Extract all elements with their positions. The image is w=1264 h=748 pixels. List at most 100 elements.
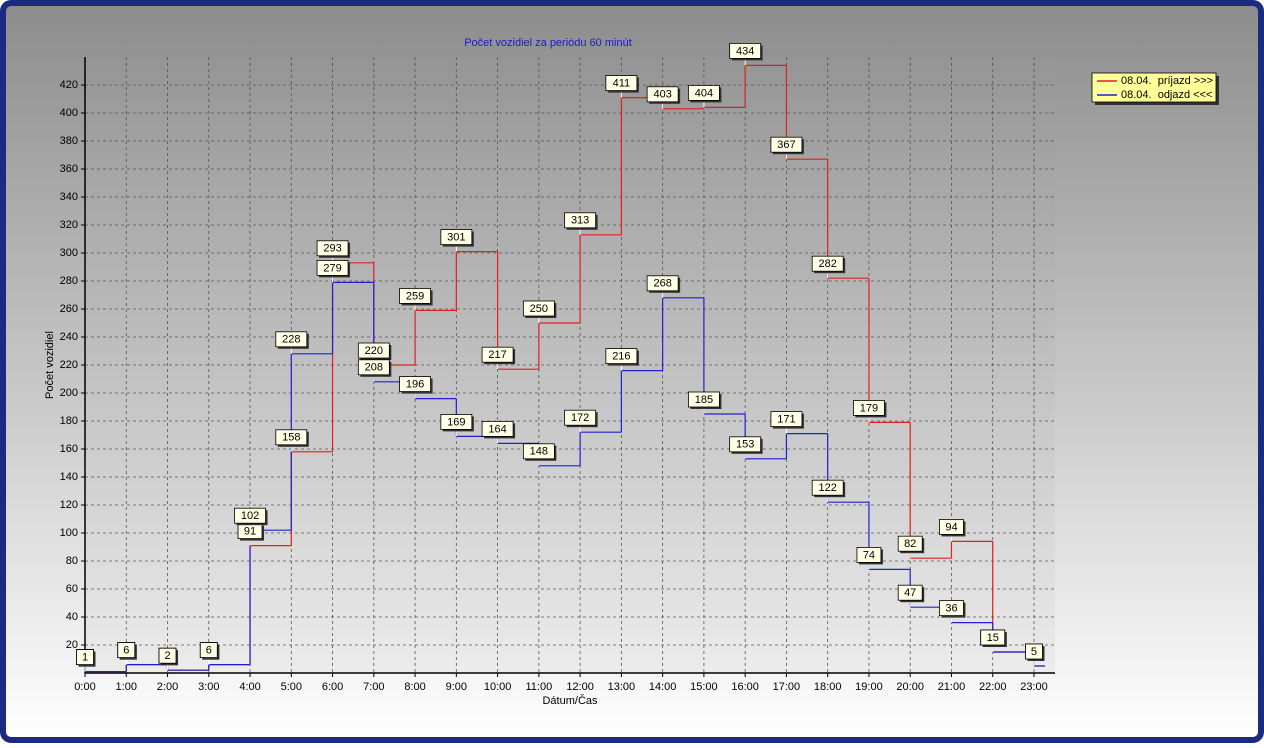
x-tick-label: 14:00 bbox=[649, 681, 677, 693]
label-box bbox=[1025, 643, 1043, 660]
label-box bbox=[939, 600, 964, 616]
x-tick-label: 18:00 bbox=[814, 681, 842, 693]
y-tick-label: 280 bbox=[60, 275, 78, 287]
x-tick-label: 1:00 bbox=[116, 681, 137, 693]
label-box bbox=[234, 507, 266, 524]
y-tick-label: 360 bbox=[60, 163, 78, 175]
data-label: 94 bbox=[945, 521, 957, 533]
data-label: 122 bbox=[819, 482, 837, 494]
label-box bbox=[605, 75, 638, 91]
y-tick-label: 140 bbox=[60, 471, 78, 483]
x-tick-label: 17:00 bbox=[773, 681, 801, 693]
x-tick-label: 7:00 bbox=[363, 681, 384, 693]
label-box bbox=[522, 300, 555, 317]
data-label: 282 bbox=[819, 258, 837, 270]
x-tick-label: 0:00 bbox=[74, 681, 95, 693]
label-box bbox=[399, 287, 431, 304]
label-box bbox=[897, 535, 923, 552]
label-box bbox=[357, 359, 390, 376]
y-tick-label: 160 bbox=[60, 443, 78, 455]
data-label: 196 bbox=[406, 379, 424, 391]
x-tick-label: 9:00 bbox=[446, 681, 467, 693]
label-box bbox=[440, 413, 473, 430]
x-tick-label: 13:00 bbox=[608, 681, 636, 693]
x-axis-label: Dátum/Čas bbox=[542, 694, 598, 707]
data-label: 74 bbox=[863, 549, 875, 561]
label-box bbox=[117, 642, 136, 658]
y-tick-label: 260 bbox=[60, 303, 78, 315]
x-tick-label: 20:00 bbox=[896, 681, 924, 693]
data-label: 220 bbox=[365, 345, 383, 357]
x-tick-label: 8:00 bbox=[404, 681, 425, 693]
data-label: 158 bbox=[282, 432, 300, 444]
label-box bbox=[856, 547, 882, 563]
data-label: 6 bbox=[206, 645, 212, 657]
plot-area bbox=[85, 57, 1055, 673]
x-tick-label: 5:00 bbox=[281, 681, 302, 693]
x-tick-label: 21:00 bbox=[938, 681, 966, 693]
data-label: 36 bbox=[945, 603, 957, 615]
label-box bbox=[770, 411, 803, 428]
label-box bbox=[939, 519, 964, 535]
label-box bbox=[688, 391, 720, 408]
label-box bbox=[275, 331, 308, 348]
data-label: 367 bbox=[777, 139, 795, 151]
label-box bbox=[399, 376, 431, 393]
label-box bbox=[275, 429, 308, 446]
data-label: 47 bbox=[904, 587, 916, 599]
label-box bbox=[158, 647, 177, 664]
y-tick-label: 300 bbox=[60, 247, 78, 259]
label-box bbox=[316, 259, 349, 276]
data-label: 279 bbox=[323, 262, 341, 274]
y-tick-label: 340 bbox=[60, 191, 78, 203]
label-box bbox=[853, 399, 885, 416]
label-box bbox=[646, 275, 679, 292]
legend-label: 08.04. príjazd >>> bbox=[1121, 75, 1213, 87]
label-box bbox=[357, 342, 390, 359]
x-tick-label: 12:00 bbox=[566, 681, 594, 693]
data-label: 82 bbox=[904, 538, 916, 550]
x-tick-label: 2:00 bbox=[157, 681, 178, 693]
data-label: 208 bbox=[365, 362, 383, 374]
data-label: 411 bbox=[613, 78, 631, 90]
x-tick-label: 4:00 bbox=[239, 681, 260, 693]
label-box bbox=[811, 479, 844, 496]
x-tick-label: 19:00 bbox=[855, 681, 883, 693]
x-tick-label: 6:00 bbox=[322, 681, 343, 693]
y-tick-label: 80 bbox=[66, 555, 78, 567]
legend-label: 08.04. odjazd <<< bbox=[1121, 89, 1212, 101]
label-box bbox=[646, 86, 679, 103]
label-box bbox=[770, 136, 803, 153]
y-axis-label: Počet vozidiel bbox=[44, 331, 56, 399]
label-box bbox=[564, 212, 597, 229]
data-label: 404 bbox=[695, 87, 713, 99]
data-label: 228 bbox=[282, 334, 300, 346]
data-label: 102 bbox=[241, 510, 259, 522]
label-box bbox=[522, 443, 555, 460]
label-box bbox=[481, 420, 514, 437]
label-box bbox=[564, 409, 597, 426]
y-tick-label: 60 bbox=[66, 583, 78, 595]
data-label: 169 bbox=[447, 416, 465, 428]
label-box bbox=[811, 255, 844, 272]
label-box bbox=[316, 240, 349, 257]
data-label: 313 bbox=[571, 215, 589, 227]
data-label: 5 bbox=[1031, 646, 1037, 658]
data-label: 293 bbox=[323, 243, 341, 255]
data-label: 6 bbox=[123, 645, 129, 657]
x-tick-label: 10:00 bbox=[484, 681, 512, 693]
chart-title: Počet vozidiel za periódu 60 minút bbox=[464, 37, 632, 49]
data-label: 172 bbox=[571, 412, 589, 424]
data-label: 259 bbox=[406, 290, 424, 302]
x-tick-label: 23:00 bbox=[1020, 681, 1048, 693]
data-label: 2 bbox=[164, 650, 170, 662]
label-box bbox=[76, 649, 94, 665]
label-box bbox=[199, 642, 218, 658]
y-tick-label: 180 bbox=[60, 415, 78, 427]
label-box bbox=[605, 348, 638, 365]
y-tick-label: 200 bbox=[60, 387, 78, 399]
data-label: 153 bbox=[736, 439, 754, 451]
data-label: 148 bbox=[530, 446, 548, 458]
y-tick-label: 240 bbox=[60, 331, 78, 343]
